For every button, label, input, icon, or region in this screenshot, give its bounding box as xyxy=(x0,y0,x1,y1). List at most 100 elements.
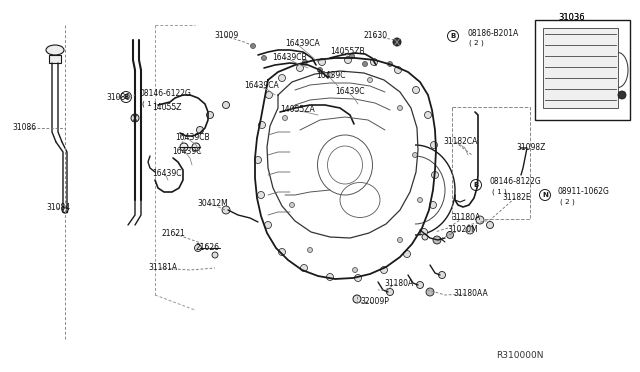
Circle shape xyxy=(381,266,387,273)
Circle shape xyxy=(180,143,188,151)
Text: 31182E: 31182E xyxy=(502,193,531,202)
Text: ( 2 ): ( 2 ) xyxy=(469,40,484,46)
Circle shape xyxy=(349,54,355,58)
Circle shape xyxy=(223,102,230,109)
Text: 16439CB: 16439CB xyxy=(272,52,307,61)
Circle shape xyxy=(433,236,441,244)
Circle shape xyxy=(431,141,438,148)
Circle shape xyxy=(120,92,131,103)
Circle shape xyxy=(447,231,454,238)
Text: 16439C: 16439C xyxy=(152,170,182,179)
Text: 31182CA: 31182CA xyxy=(443,138,477,147)
Text: 14055Z: 14055Z xyxy=(152,103,182,112)
Text: 08146-8122G: 08146-8122G xyxy=(490,177,541,186)
Circle shape xyxy=(62,207,68,213)
Circle shape xyxy=(618,91,626,99)
Text: 31036: 31036 xyxy=(558,13,584,22)
Circle shape xyxy=(319,58,326,65)
Circle shape xyxy=(289,202,294,208)
Circle shape xyxy=(397,237,403,243)
Text: 30412M: 30412M xyxy=(197,199,228,208)
Text: 16439C: 16439C xyxy=(316,71,346,80)
Circle shape xyxy=(540,189,550,201)
Circle shape xyxy=(278,74,285,81)
Circle shape xyxy=(196,126,204,134)
Circle shape xyxy=(393,38,401,46)
Text: 08146-6122G: 08146-6122G xyxy=(140,90,192,99)
Circle shape xyxy=(371,58,378,65)
Text: ( 1 ): ( 1 ) xyxy=(142,101,157,107)
Text: 16439C: 16439C xyxy=(172,148,202,157)
Ellipse shape xyxy=(46,45,64,55)
Circle shape xyxy=(353,295,361,303)
Circle shape xyxy=(326,273,333,280)
Text: 21630: 21630 xyxy=(363,32,387,41)
Circle shape xyxy=(413,87,419,93)
Text: 21626: 21626 xyxy=(196,244,220,253)
Circle shape xyxy=(476,216,484,224)
Text: 16439C: 16439C xyxy=(335,87,365,96)
Circle shape xyxy=(429,202,436,208)
Circle shape xyxy=(403,250,410,257)
Circle shape xyxy=(422,234,428,240)
Circle shape xyxy=(257,192,264,199)
Circle shape xyxy=(438,272,445,279)
Text: R310000N: R310000N xyxy=(496,350,543,359)
Circle shape xyxy=(413,153,417,157)
Circle shape xyxy=(355,275,362,282)
Circle shape xyxy=(420,228,428,235)
Text: 31180A: 31180A xyxy=(451,214,480,222)
Text: ( 1 ): ( 1 ) xyxy=(492,189,507,195)
Circle shape xyxy=(255,157,262,164)
Text: 08186-B201A: 08186-B201A xyxy=(467,29,518,38)
Circle shape xyxy=(195,244,202,251)
Circle shape xyxy=(317,67,323,73)
Circle shape xyxy=(262,55,266,61)
Text: 21621: 21621 xyxy=(162,230,186,238)
Circle shape xyxy=(426,288,434,296)
Circle shape xyxy=(303,60,307,64)
Text: 31009: 31009 xyxy=(214,32,238,41)
Bar xyxy=(543,28,618,108)
Text: B: B xyxy=(451,33,456,39)
Circle shape xyxy=(344,57,351,64)
Circle shape xyxy=(192,143,200,151)
Text: N: N xyxy=(542,192,548,198)
Circle shape xyxy=(328,73,333,77)
Circle shape xyxy=(282,115,287,121)
Text: 31036: 31036 xyxy=(558,13,584,22)
Text: 31181A: 31181A xyxy=(148,263,177,273)
Circle shape xyxy=(387,61,392,67)
Bar xyxy=(49,55,61,63)
Circle shape xyxy=(266,92,273,99)
Circle shape xyxy=(307,247,312,253)
Text: 14055ZB: 14055ZB xyxy=(330,48,365,57)
Circle shape xyxy=(207,112,214,119)
Circle shape xyxy=(394,67,401,74)
Text: 14055ZA: 14055ZA xyxy=(280,106,315,115)
Text: 08911-1062G: 08911-1062G xyxy=(558,187,610,196)
Circle shape xyxy=(278,248,285,256)
Text: 16439CA: 16439CA xyxy=(285,39,320,48)
Text: 32009P: 32009P xyxy=(360,298,389,307)
Text: 31084: 31084 xyxy=(46,203,70,212)
Circle shape xyxy=(466,226,474,234)
Circle shape xyxy=(212,252,218,258)
Circle shape xyxy=(431,171,438,179)
Circle shape xyxy=(250,44,255,48)
Text: B: B xyxy=(474,182,479,188)
Text: ( 2 ): ( 2 ) xyxy=(560,199,575,205)
Text: 16439CB: 16439CB xyxy=(175,134,210,142)
Text: 16439CA: 16439CA xyxy=(244,80,279,90)
Circle shape xyxy=(424,112,431,119)
Circle shape xyxy=(447,31,458,42)
Text: 31020M: 31020M xyxy=(447,225,477,234)
Circle shape xyxy=(296,64,303,71)
Circle shape xyxy=(353,267,358,273)
Bar xyxy=(535,20,630,120)
Circle shape xyxy=(470,180,481,190)
Circle shape xyxy=(222,206,230,214)
Text: 31086: 31086 xyxy=(12,124,36,132)
Bar xyxy=(452,107,530,219)
Text: 31180A: 31180A xyxy=(384,279,413,289)
